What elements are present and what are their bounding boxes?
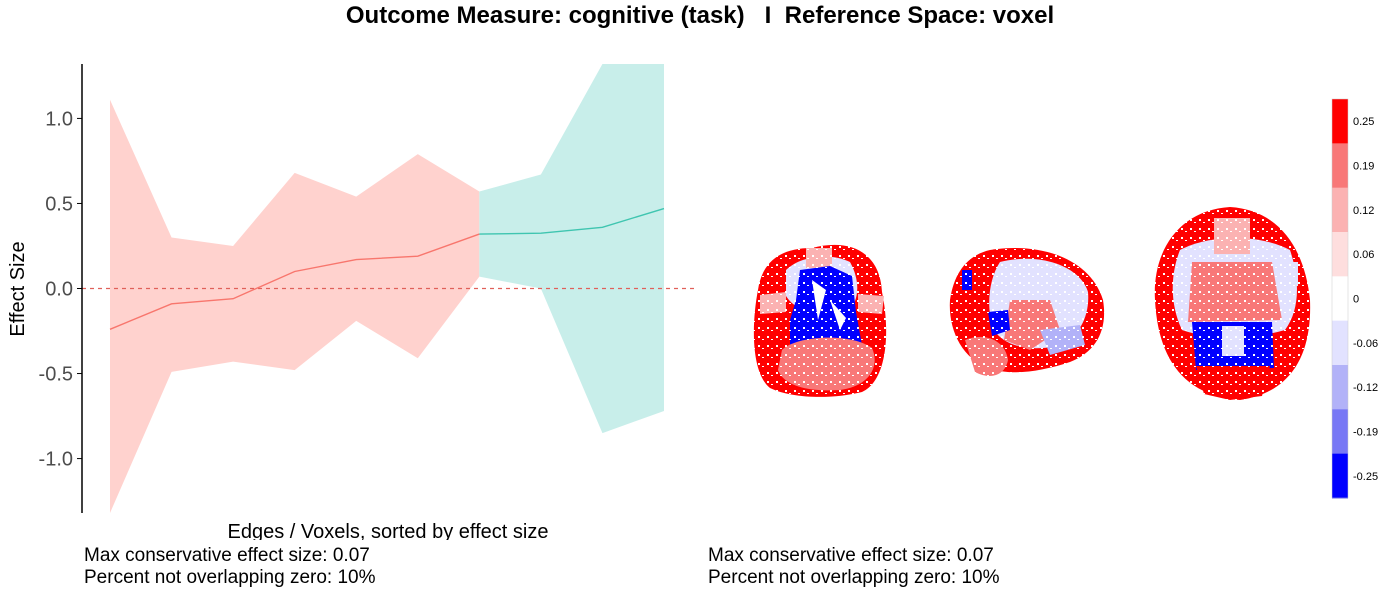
colorbar-labels: 0.25 0.19 0.12 0.06 0 -0.06 -0.12 -0.19 -0.25: [1353, 116, 1378, 483]
stats-left: Max conservative effect size: 0.07 Perce…: [84, 545, 376, 589]
y-tick-label: 0.5: [45, 193, 73, 215]
max-effect-text: Max conservative effect size: 0.07: [84, 545, 370, 566]
effect-lines: [109, 207, 665, 330]
colorbar-label: 0.12: [1353, 205, 1374, 217]
colorbar-label: 0.25: [1353, 116, 1374, 128]
colorbar-label: -0.12: [1353, 382, 1378, 394]
nonoverlap-effect-line: [479, 207, 665, 235]
x-axis-label: Edges / Voxels, sorted by effect size: [228, 521, 549, 540]
page-title: Outcome Measure: cognitive (task) I Refe…: [345, 2, 1055, 29]
brain-map: 0.25 0.19 0.12 0.06 0 -0.06 -0.12 -0.19 -0.25: [752, 98, 1378, 499]
colorbar-label: -0.06: [1353, 338, 1378, 350]
colorbar-swatch: [1332, 187, 1348, 233]
colorbar-swatch: [1332, 99, 1348, 144]
percent-nonzero-text: Percent not overlapping zero: 10%: [84, 567, 376, 588]
overlap-effect-line: [109, 233, 480, 330]
effect-size-chart: 1.0 0.5 0.0 -0.5 -1.0 Effect Size Edges / Vo…: [7, 64, 695, 540]
colorbar-border: [1331, 98, 1349, 499]
y-tick-label: 0.0: [45, 279, 73, 301]
y-axis-label: Effect Size: [7, 241, 29, 336]
colorbar-swatch: [1332, 409, 1348, 455]
colorbar-label: 0.19: [1353, 161, 1374, 173]
brain-axial-view: [1150, 204, 1314, 404]
colorbar-swatch: [1332, 320, 1348, 366]
colorbar-swatch: [1332, 453, 1348, 499]
y-tick-label: 1.0: [45, 108, 73, 130]
colorbar-label: -0.25: [1353, 471, 1378, 483]
colorbar-label: 0.06: [1353, 249, 1374, 261]
stats-right: Max conservative effect size: 0.07 Perce…: [708, 545, 1000, 589]
brain-coronal-view: [752, 244, 892, 405]
overlap-ci-ribbon: [110, 99, 480, 513]
y-tick-label: -0.5: [39, 364, 73, 386]
colorbar-swatch: [1332, 143, 1348, 189]
y-ticks: 1.0 0.5 0.0 -0.5 -1.0: [39, 108, 82, 471]
ci-ribbons: [110, 64, 664, 513]
percent-nonzero-text: Percent not overlapping zero: 10%: [708, 567, 1000, 588]
brain-sagittal-view: [946, 245, 1110, 385]
y-tick-label: -1.0: [39, 449, 73, 471]
colorbar-swatch: [1332, 276, 1348, 322]
colorbar: [1331, 98, 1349, 499]
max-effect-text: Max conservative effect size: 0.07: [708, 545, 994, 566]
nonoverlap-ci-ribbon: [479, 64, 664, 434]
colorbar-label: -0.19: [1353, 427, 1378, 439]
colorbar-swatch: [1332, 232, 1348, 277]
colorbar-label: 0: [1353, 294, 1359, 306]
colorbar-swatch: [1332, 365, 1348, 410]
